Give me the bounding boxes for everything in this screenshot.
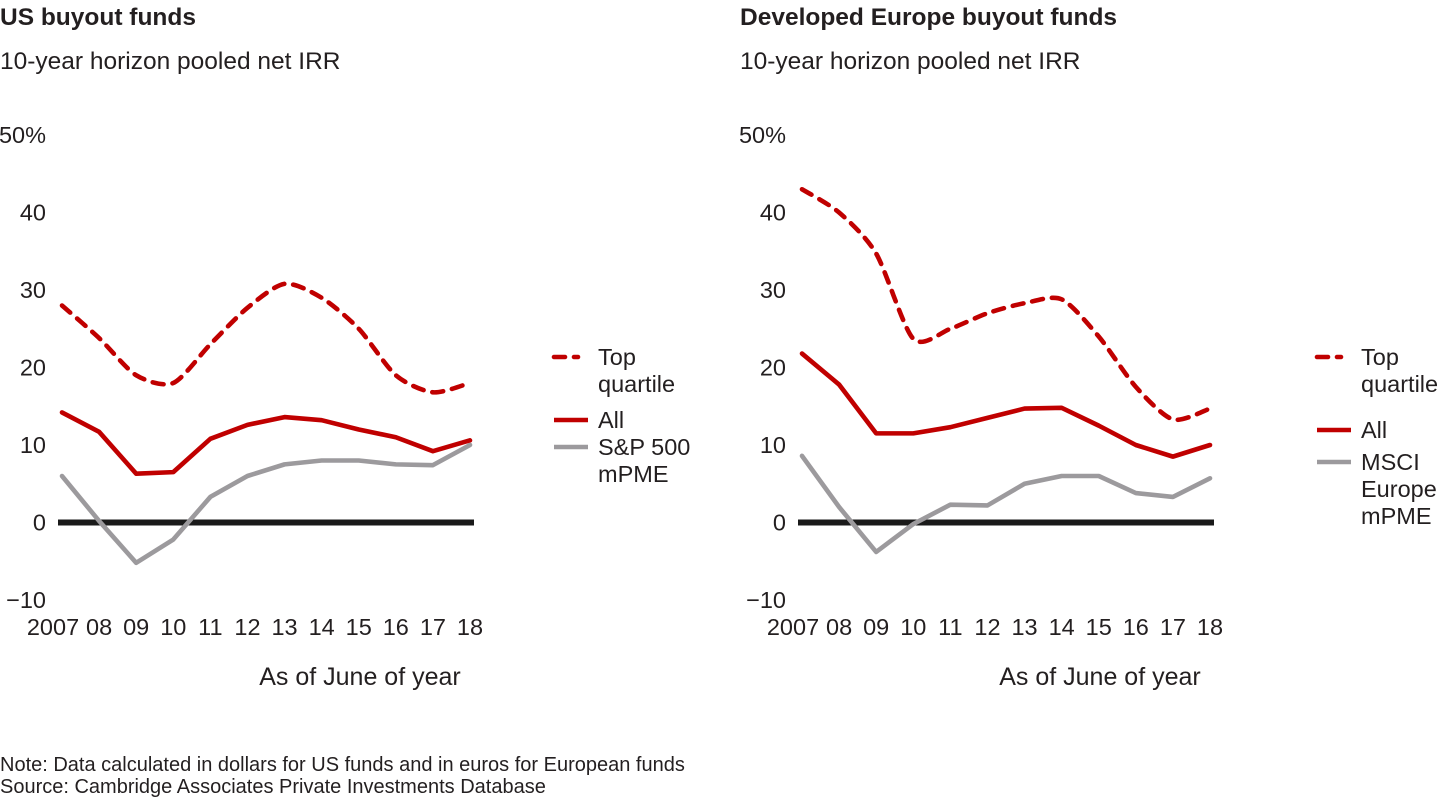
svg-text:−10: −10 <box>746 587 786 613</box>
svg-text:2007: 2007 <box>767 614 819 640</box>
svg-text:0: 0 <box>33 510 46 536</box>
svg-text:All: All <box>598 407 624 433</box>
svg-text:09: 09 <box>863 614 889 640</box>
svg-text:20: 20 <box>760 355 786 381</box>
svg-text:All: All <box>1361 417 1387 443</box>
svg-text:15: 15 <box>1086 614 1112 640</box>
svg-text:10: 10 <box>900 614 926 640</box>
svg-text:10: 10 <box>760 432 786 458</box>
svg-text:Europe: Europe <box>1361 476 1437 502</box>
svg-text:−10: −10 <box>6 587 46 613</box>
svg-text:10: 10 <box>20 432 46 458</box>
svg-text:18: 18 <box>457 614 483 640</box>
svg-text:40: 40 <box>760 200 786 226</box>
svg-text:08: 08 <box>826 614 852 640</box>
svg-text:16: 16 <box>1123 614 1149 640</box>
svg-text:14: 14 <box>1049 614 1075 640</box>
svg-text:09: 09 <box>123 614 149 640</box>
svg-text:2007: 2007 <box>27 614 79 640</box>
svg-text:30: 30 <box>20 277 46 303</box>
svg-text:quartile: quartile <box>1361 371 1438 397</box>
svg-text:quartile: quartile <box>598 371 675 397</box>
svg-text:12: 12 <box>974 614 1000 640</box>
svg-text:14: 14 <box>309 614 335 640</box>
svg-text:11: 11 <box>198 614 222 640</box>
svg-text:13: 13 <box>1011 614 1037 640</box>
svg-text:17: 17 <box>1160 614 1186 640</box>
svg-text:12: 12 <box>234 614 260 640</box>
svg-text:11: 11 <box>938 614 962 640</box>
svg-text:Top: Top <box>1361 344 1399 370</box>
svg-text:20: 20 <box>20 355 46 381</box>
svg-text:mPME: mPME <box>1361 503 1432 529</box>
svg-text:S&P 500: S&P 500 <box>598 434 690 460</box>
svg-text:40: 40 <box>20 200 46 226</box>
svg-text:0: 0 <box>773 510 786 536</box>
svg-text:17: 17 <box>420 614 446 640</box>
svg-text:13: 13 <box>271 614 297 640</box>
svg-text:10: 10 <box>160 614 186 640</box>
svg-text:50%: 50% <box>0 122 46 148</box>
svg-text:50%: 50% <box>740 122 786 148</box>
svg-text:mPME: mPME <box>598 461 669 487</box>
svg-text:18: 18 <box>1197 614 1223 640</box>
svg-text:30: 30 <box>760 277 786 303</box>
svg-text:15: 15 <box>346 614 372 640</box>
svg-text:08: 08 <box>86 614 112 640</box>
svg-text:Top: Top <box>598 344 636 370</box>
svg-text:MSCI: MSCI <box>1361 449 1420 475</box>
svg-text:16: 16 <box>383 614 409 640</box>
